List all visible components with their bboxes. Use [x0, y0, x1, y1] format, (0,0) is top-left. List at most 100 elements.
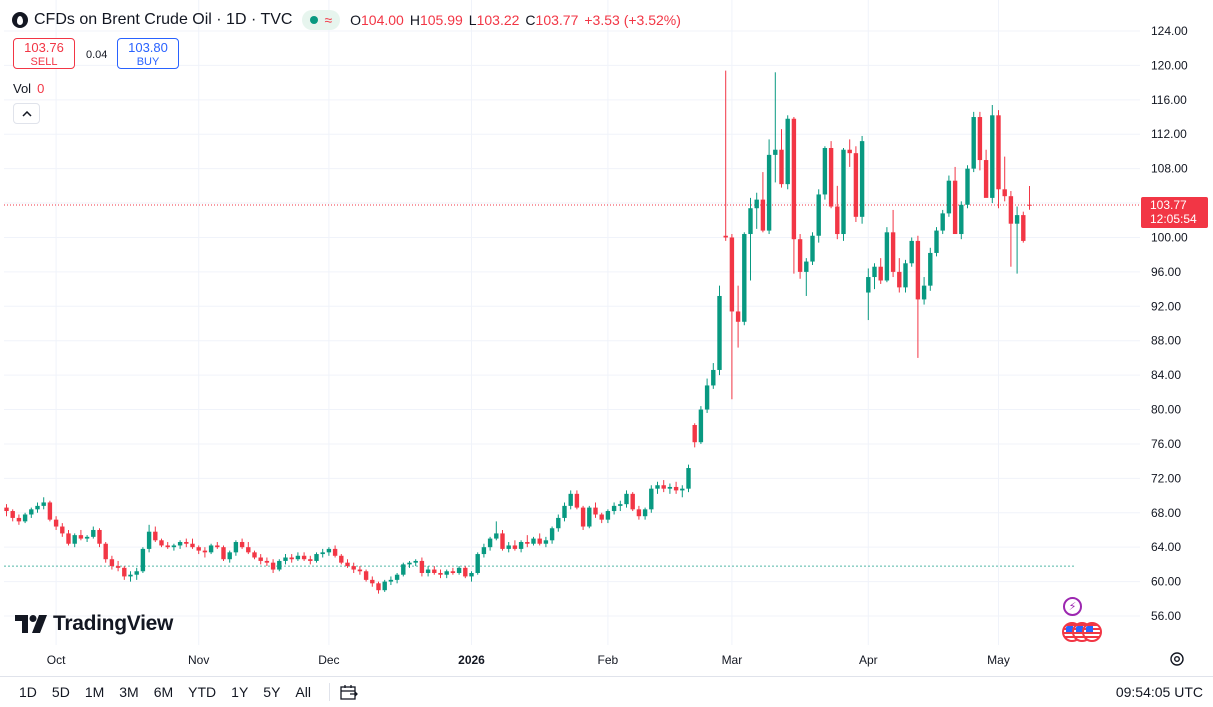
candle-up[interactable] — [425, 566, 431, 577]
candle-down[interactable] — [339, 554, 344, 565]
candle-up[interactable] — [506, 542, 511, 553]
price-axis[interactable]: 124.00120.00116.00112.00108.00104.00100.… — [1151, 24, 1188, 623]
candle-up[interactable] — [921, 277, 927, 305]
range-1d-button[interactable]: 1D — [19, 684, 37, 700]
candle-up[interactable] — [456, 566, 462, 575]
candle-down[interactable] — [16, 514, 22, 525]
candle-down[interactable] — [202, 547, 208, 558]
candle-down[interactable] — [760, 172, 766, 233]
candle-up[interactable] — [469, 571, 474, 582]
candle-down[interactable] — [78, 529, 84, 541]
utc-clock[interactable]: 09:54:05 UTC — [1115, 684, 1203, 700]
candle-down[interactable] — [952, 166, 958, 235]
candle-up[interactable] — [754, 192, 759, 229]
candle-down[interactable] — [357, 566, 363, 575]
candle-up[interactable] — [785, 115, 790, 190]
candle-down[interactable] — [1008, 191, 1014, 267]
candle-down[interactable] — [537, 533, 542, 546]
candle-up[interactable] — [934, 227, 939, 257]
collapse-legend-button[interactable] — [13, 103, 40, 124]
candle-up[interactable] — [41, 497, 46, 510]
candle-up[interactable] — [884, 227, 890, 283]
candle-down[interactable] — [897, 258, 902, 293]
gear-icon[interactable] — [1168, 650, 1186, 668]
candle-up[interactable] — [990, 104, 995, 204]
candle-down[interactable] — [791, 117, 797, 274]
candle-up[interactable] — [314, 552, 319, 563]
candle-down[interactable] — [115, 560, 121, 572]
candle-down[interactable] — [252, 550, 257, 560]
candles[interactable] — [4, 70, 1032, 594]
candle-up[interactable] — [667, 483, 673, 494]
candle-down[interactable] — [97, 528, 102, 548]
volume-legend[interactable]: Vol 0 — [13, 81, 44, 96]
candle-down[interactable] — [190, 538, 195, 549]
candle-up[interactable] — [568, 490, 573, 510]
range-5d-button[interactable]: 5D — [51, 684, 70, 700]
candle-up[interactable] — [233, 540, 239, 556]
candle-up[interactable] — [177, 540, 183, 549]
candle-down[interactable] — [835, 185, 840, 240]
candle-up[interactable] — [549, 526, 555, 544]
range-all-button[interactable]: All — [295, 684, 311, 700]
range-3m-button[interactable]: 3M — [119, 684, 139, 700]
candle-up[interactable] — [227, 550, 232, 563]
range-1m-button[interactable]: 1M — [84, 684, 105, 700]
candle-down[interactable] — [661, 480, 666, 493]
sell-button[interactable]: 103.76 SELL — [13, 38, 75, 69]
candle-down[interactable] — [159, 538, 164, 548]
candle-down[interactable] — [419, 557, 425, 577]
candle-down[interactable] — [1002, 156, 1007, 202]
candle-down[interactable] — [10, 509, 15, 522]
candle-up[interactable] — [717, 285, 722, 376]
candle-up[interactable] — [277, 559, 282, 572]
candle-up[interactable] — [965, 165, 970, 209]
candle-down[interactable] — [109, 555, 115, 570]
candle-down[interactable] — [1021, 211, 1026, 243]
candle-up[interactable] — [773, 72, 778, 183]
candle-down[interactable] — [264, 557, 270, 567]
candle-down[interactable] — [246, 542, 251, 555]
candle-up[interactable] — [909, 237, 914, 267]
candle-down[interactable] — [636, 505, 642, 520]
candle-down[interactable] — [308, 555, 313, 565]
candle-down[interactable] — [103, 542, 108, 563]
candle-down[interactable] — [512, 540, 518, 551]
candle-up[interactable] — [611, 502, 617, 515]
candle-up[interactable] — [704, 378, 710, 413]
candle-down[interactable] — [729, 234, 735, 400]
candle-down[interactable] — [4, 504, 9, 517]
candle-down[interactable] — [779, 129, 784, 188]
candle-up[interactable] — [208, 543, 214, 555]
candle-up[interactable] — [394, 572, 400, 584]
candle-up[interactable] — [698, 406, 704, 444]
candle-up[interactable] — [407, 560, 412, 568]
candle-down[interactable] — [66, 529, 71, 546]
flash-alert-icon[interactable]: ⚡ — [1063, 597, 1082, 616]
candle-up[interactable] — [140, 547, 146, 573]
candle-down[interactable] — [351, 562, 356, 573]
candle-up[interactable] — [146, 524, 152, 553]
candle-down[interactable] — [363, 569, 369, 582]
symbol-title[interactable]: CFDs on Brent Crude Oil · 1D · TVC — [34, 11, 293, 28]
candle-up[interactable] — [444, 569, 449, 579]
candle-up[interactable] — [748, 197, 753, 281]
candle-down[interactable] — [289, 554, 294, 563]
candle-up[interactable] — [822, 146, 828, 200]
candle-up[interactable] — [804, 258, 809, 296]
candle-up[interactable] — [940, 209, 945, 235]
market-status-pill[interactable]: ≈ — [302, 10, 341, 30]
candle-up[interactable] — [587, 505, 592, 529]
range-ytd-button[interactable]: YTD — [188, 684, 217, 700]
candle-down[interactable] — [221, 545, 226, 561]
candle-down[interactable] — [847, 139, 852, 167]
candle-up[interactable] — [859, 135, 865, 224]
candle-down[interactable] — [723, 70, 728, 241]
candle-up[interactable] — [35, 502, 40, 513]
candle-up[interactable] — [475, 552, 480, 575]
candle-up[interactable] — [642, 507, 648, 520]
candle-up[interactable] — [556, 514, 561, 532]
candle-down[interactable] — [376, 581, 381, 594]
candle-up[interactable] — [543, 536, 549, 548]
candle-up[interactable] — [618, 500, 623, 512]
